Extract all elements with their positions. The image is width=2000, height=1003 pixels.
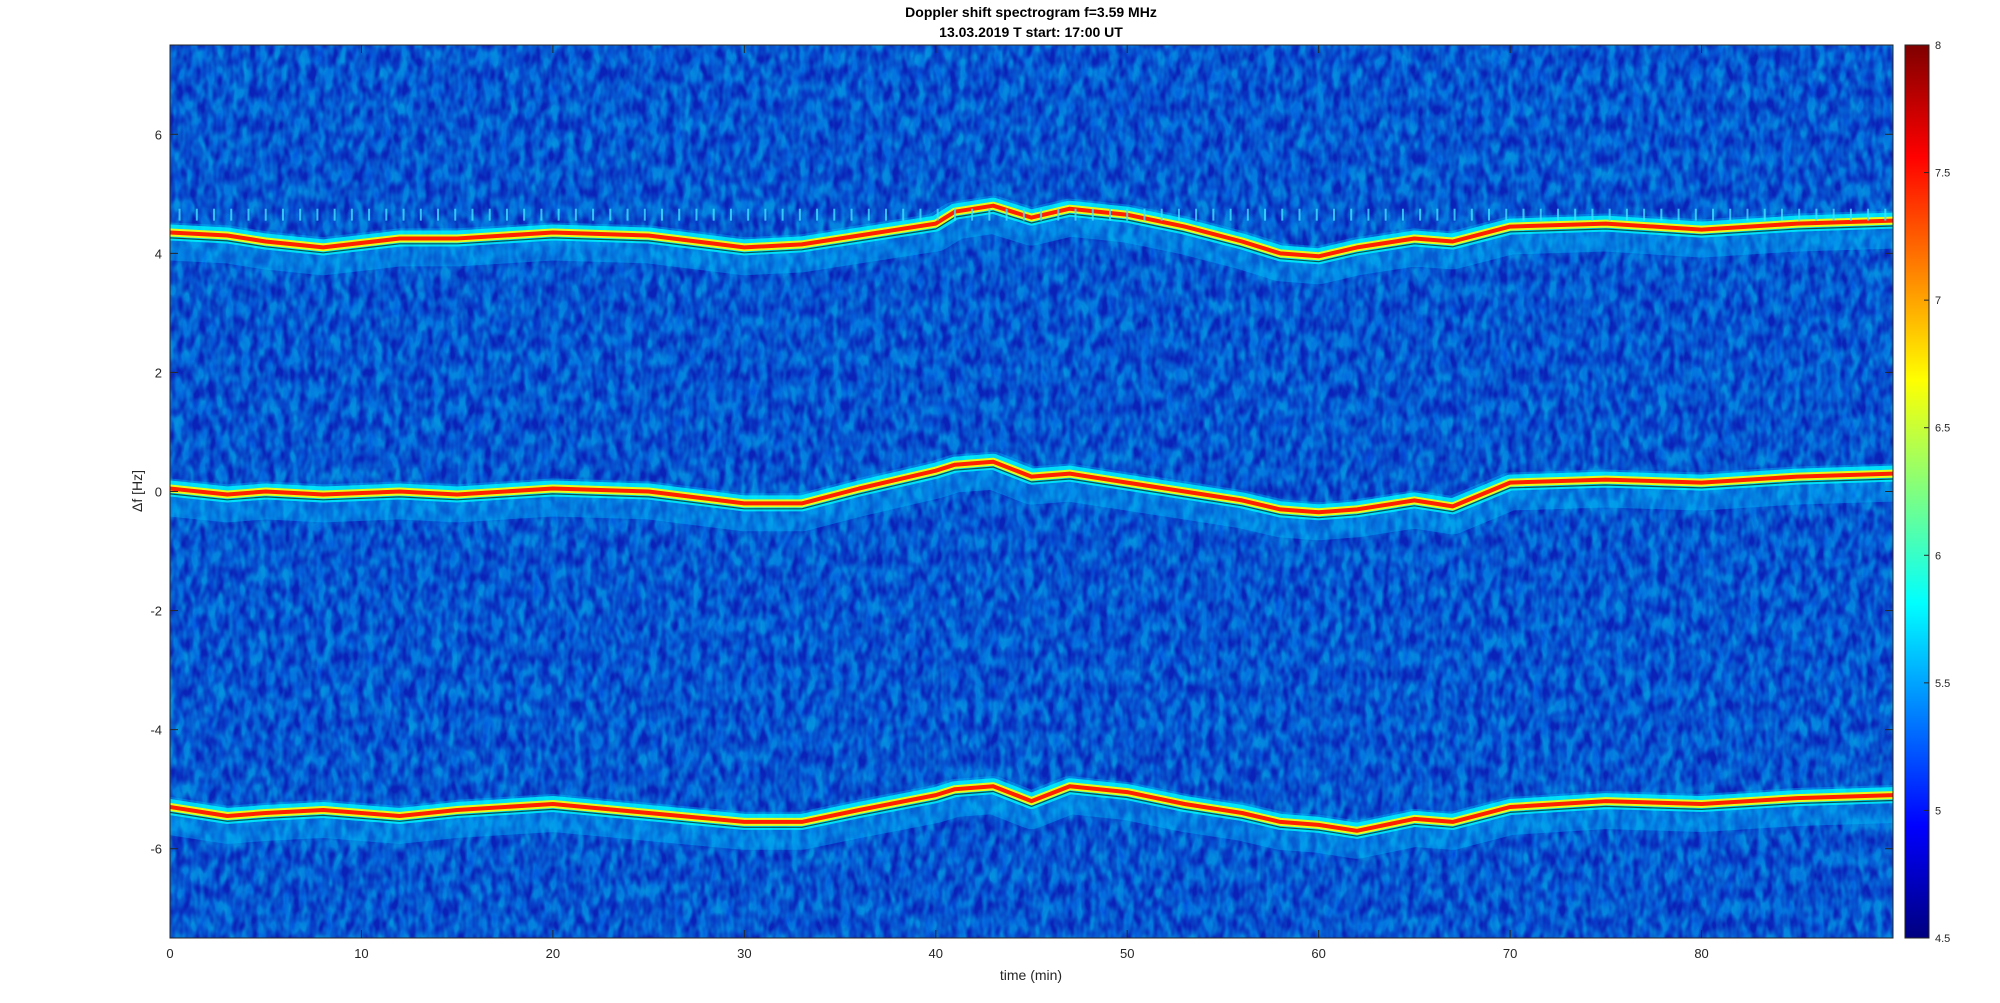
trace-middle-layer-4 <box>170 466 1893 519</box>
colorbar-tick-label: 6 <box>1935 550 1941 562</box>
x-axis-label: time (min) <box>1000 967 1062 983</box>
y-tick-label: 6 <box>155 127 162 142</box>
y-tick-label: 4 <box>155 246 162 261</box>
x-tick-label: 10 <box>354 946 368 961</box>
colorbar: 4.5 5 5.5 6 6.5 7 7.5 8 <box>1904 40 1950 945</box>
x-axis: 0 10 20 30 40 50 60 70 80 <box>166 45 1709 961</box>
trace-upper-layer-4 <box>170 210 1893 263</box>
colorbar-tick-label: 5 <box>1935 805 1941 817</box>
x-tick-label: 70 <box>1503 946 1517 961</box>
y-tick-label: -4 <box>150 723 162 738</box>
trace-upper-layer-3 <box>170 203 1893 259</box>
x-tick-label: 80 <box>1694 946 1708 961</box>
y-tick-label: 0 <box>155 485 162 500</box>
trace-lower-layer-4 <box>170 790 1893 837</box>
colorbar-tick-label: 5.5 <box>1935 678 1950 690</box>
trace-lower-layer-3 <box>170 784 1893 833</box>
colorbar-tick-label: 4.5 <box>1935 933 1950 945</box>
colorbar-tick-label: 7 <box>1935 295 1941 307</box>
x-tick-label: 50 <box>1120 946 1134 961</box>
y-tick-label: -2 <box>150 604 162 619</box>
x-tick-label: 30 <box>737 946 751 961</box>
y-axis-label: Δf [Hz] <box>129 470 145 512</box>
trace-middle-layer-0 <box>170 451 1893 541</box>
trace-middle-layer-3 <box>170 459 1893 515</box>
colorbar-tick-label: 6.5 <box>1935 423 1950 435</box>
y-axis: -6 -4 -2 0 2 4 6 <box>150 127 1893 857</box>
trace-upper-layer-0 <box>170 195 1893 285</box>
trace-lower-layer-0 <box>170 776 1893 859</box>
y-tick-label: -6 <box>150 842 162 857</box>
x-tick-label: 60 <box>1311 946 1325 961</box>
x-tick-label: 20 <box>546 946 560 961</box>
chart-title: Doppler shift spectrogram f=3.59 MHz <box>905 4 1157 20</box>
colorbar-gradient <box>1904 44 1930 939</box>
y-tick-label: 2 <box>155 365 162 380</box>
colorbar-tick-label: 8 <box>1935 40 1941 52</box>
colorbar-tick-label: 7.5 <box>1935 168 1950 180</box>
x-tick-label: 0 <box>166 946 173 961</box>
chart-subtitle: 13.03.2019 T start: 17:00 UT <box>939 24 1123 40</box>
plot-area <box>170 45 1893 938</box>
x-tick-label: 40 <box>929 946 943 961</box>
